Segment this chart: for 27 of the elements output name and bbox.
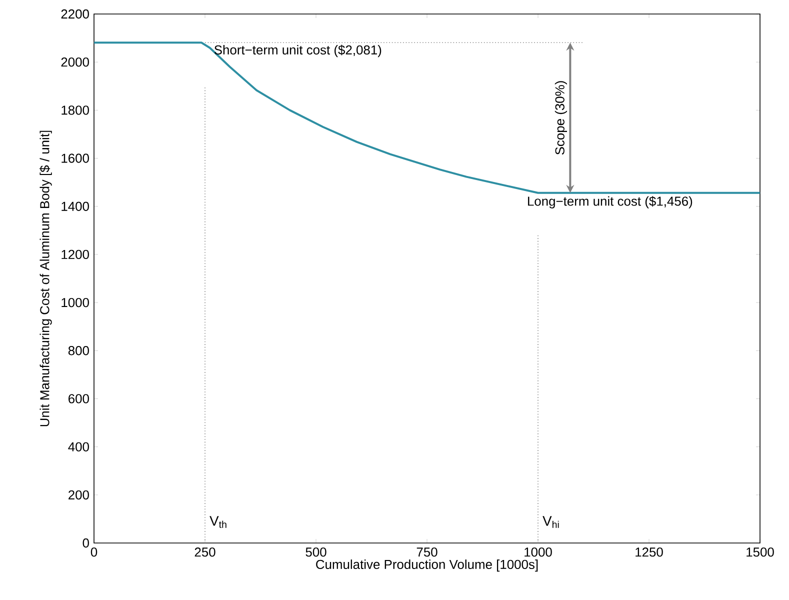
ref-line-label: V$_{hi}$ <box>542 516 559 528</box>
ref-line-label: Short−term unit cost ($2,081) <box>214 44 382 58</box>
y-tick-label: 1800 <box>62 106 89 115</box>
x-tick-label: 0 <box>90 548 98 557</box>
ref-line-label: V$_{th}$ <box>210 516 226 528</box>
x-tick-label: 750 <box>416 548 438 557</box>
annotation: Long−term unit cost ($1,456) <box>528 196 692 208</box>
y-tick-label: 2000 <box>61 57 89 67</box>
line-series <box>93 42 762 194</box>
y-tick-label: 400 <box>68 442 89 452</box>
y-tick-label: 1200 <box>62 250 89 260</box>
y-tick-label: 1600 <box>62 154 89 163</box>
x-tick-label: 1000 <box>524 548 552 557</box>
y-tick-label: 1000 <box>62 298 89 308</box>
annotation: Scope (30%) <box>554 81 567 155</box>
x-axis-title: Cumulative Production Volume [1000s] <box>316 560 538 572</box>
y-tick-label: 0 <box>82 538 89 548</box>
y-tick-label: 800 <box>68 346 89 356</box>
y-axis-title: Unit Manufacturing Cost of Aluminum Body [$ / unit] <box>40 130 52 426</box>
x-tick-label: 250 <box>194 548 216 557</box>
y-tick-label: 2200 <box>61 9 89 19</box>
y-tick-label: 1400 <box>62 202 89 211</box>
x-tick-label: 1500 <box>746 548 774 557</box>
y-tick-label: 600 <box>68 394 89 404</box>
x-tick-label: 1250 <box>636 548 663 557</box>
y-tick-label: 200 <box>68 490 89 500</box>
x-tick-label: 500 <box>306 548 326 557</box>
